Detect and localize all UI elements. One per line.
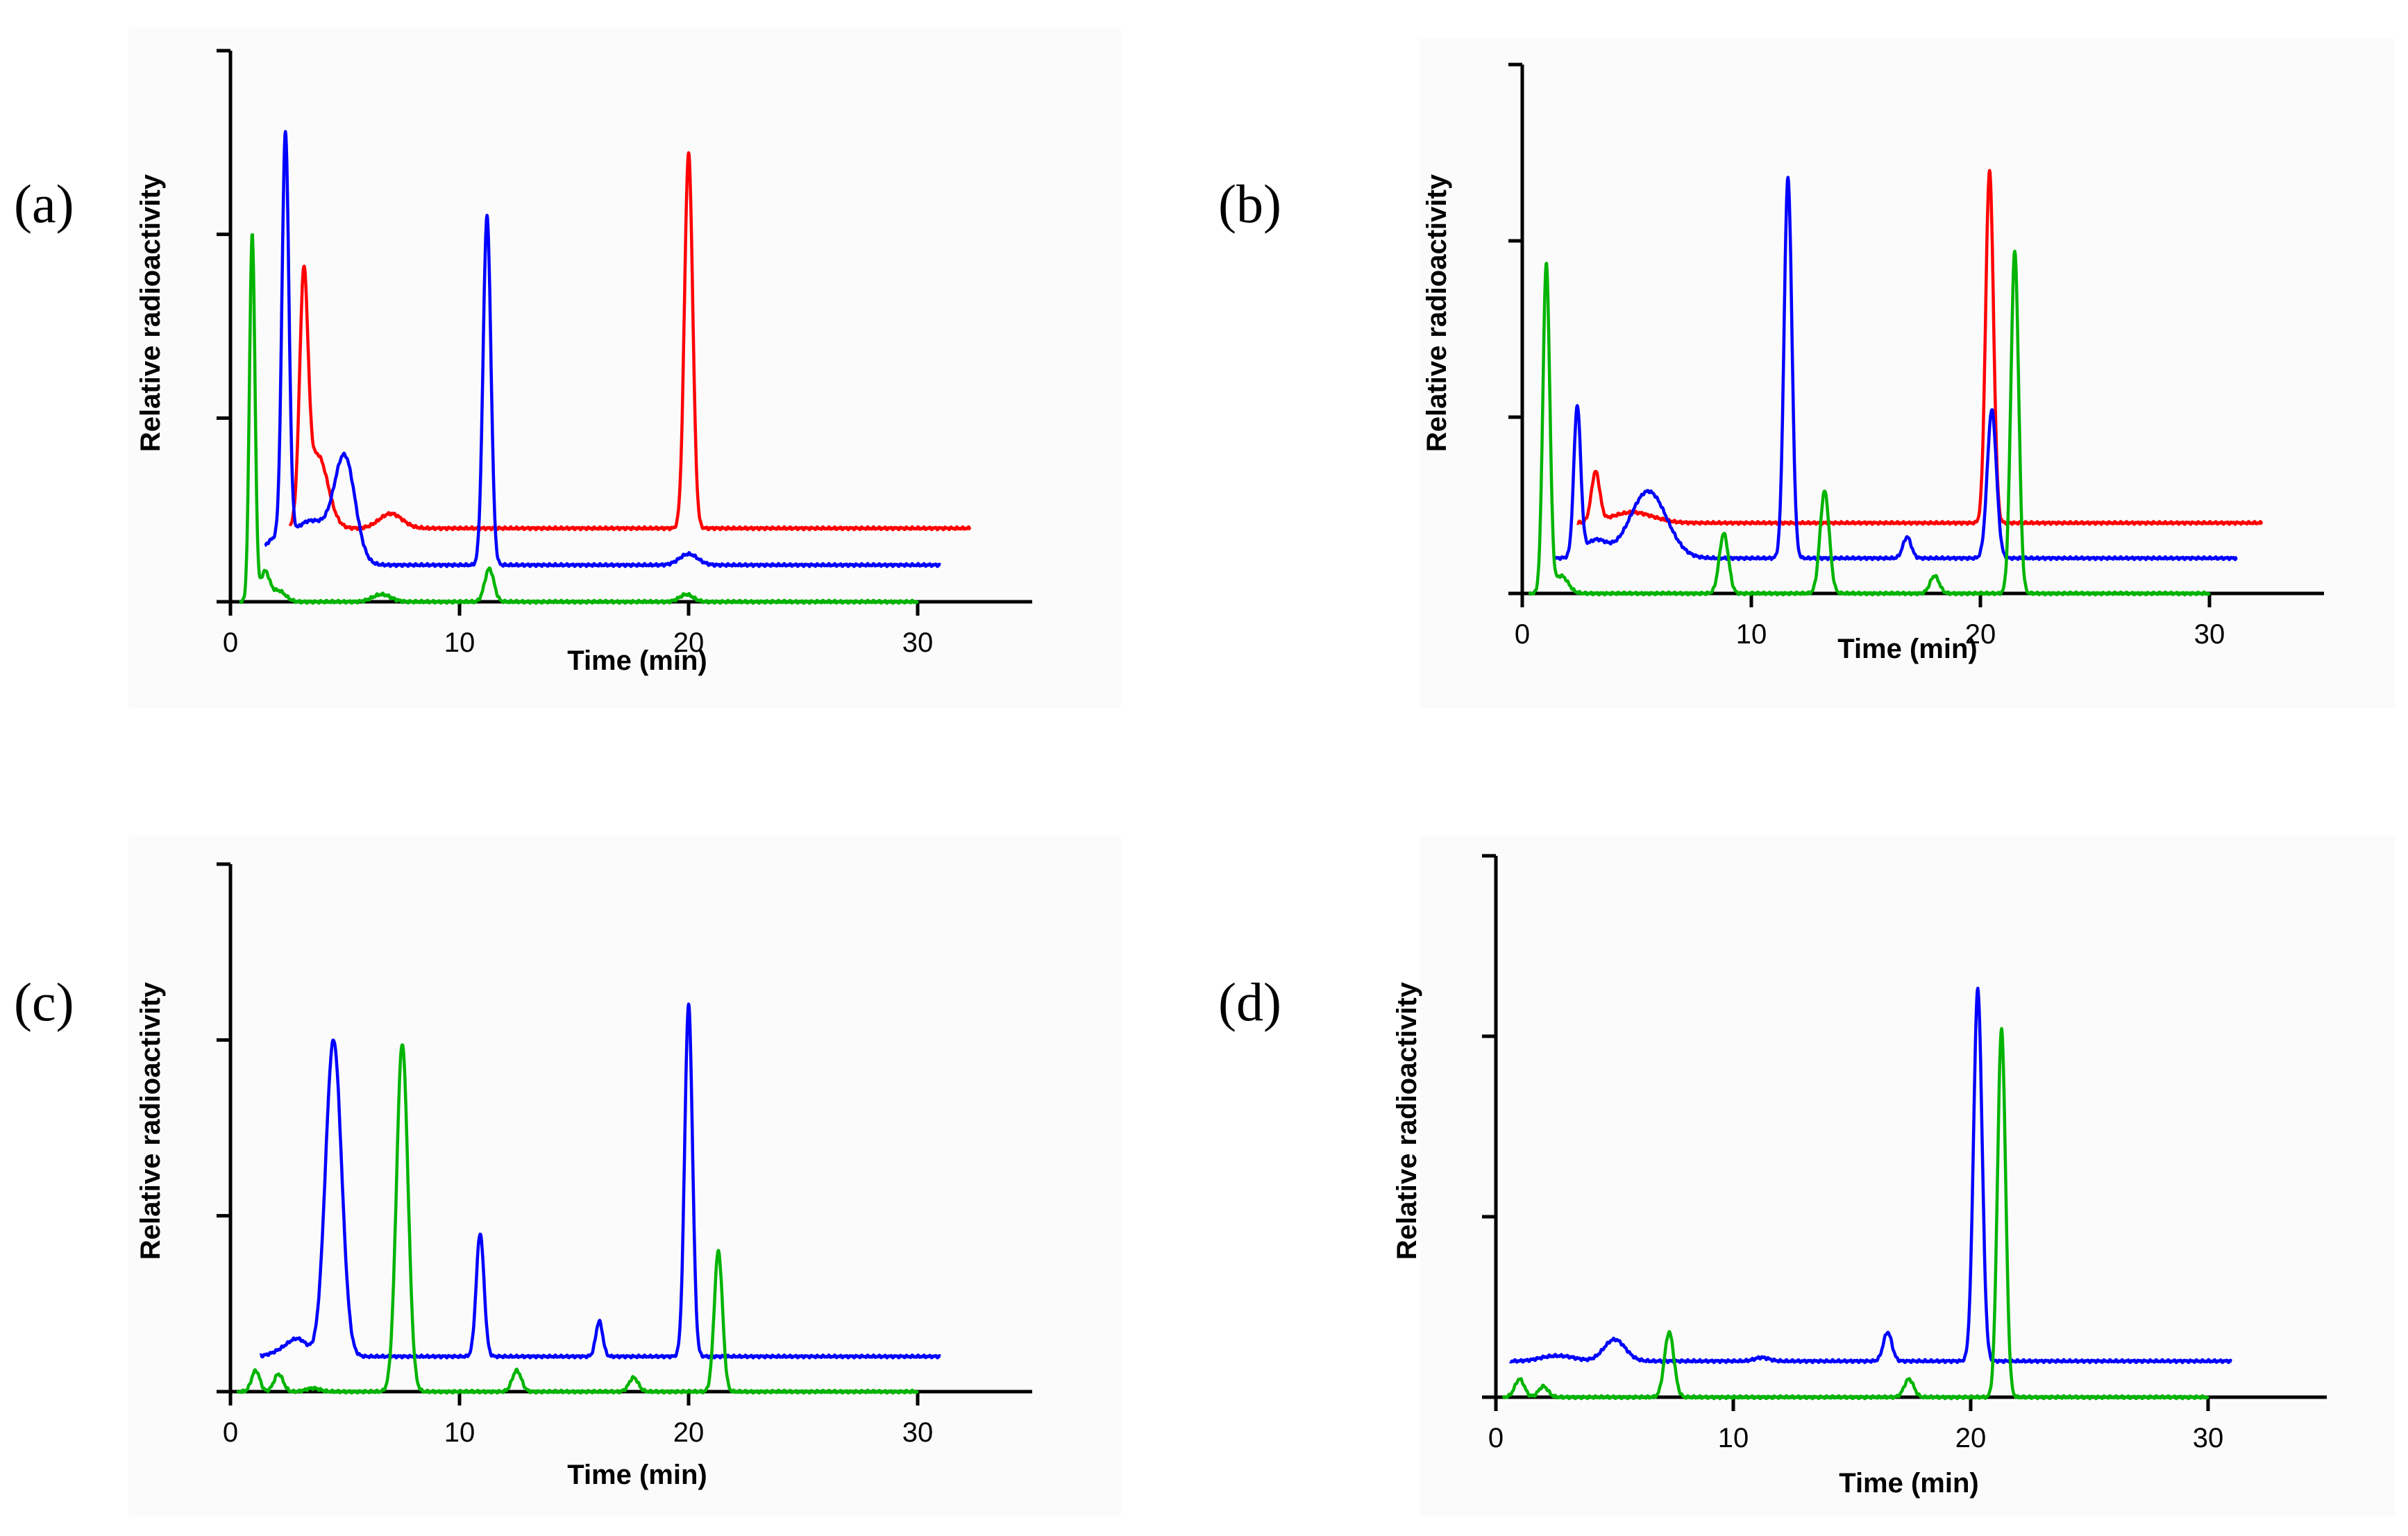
- x-tick-label: 30: [2193, 1423, 2224, 1453]
- panel-background: [1420, 836, 2395, 1517]
- x-tick-label: 10: [444, 627, 475, 658]
- x-tick-label: 20: [1955, 1423, 1987, 1453]
- series-green-trace: [238, 233, 920, 605]
- panel-label: (b): [1218, 174, 1281, 234]
- panel-label: (a): [14, 174, 74, 234]
- series-blue-trace: [259, 1002, 942, 1360]
- x-tick-label: 0: [1488, 1423, 1504, 1453]
- series-red-trace: [1576, 169, 2264, 526]
- x-tick-label: 0: [223, 627, 238, 658]
- series-blue-trace: [263, 130, 942, 568]
- panel-label: (d): [1218, 972, 1281, 1032]
- x-tick-label: 10: [1718, 1423, 1749, 1453]
- x-tick-label: 0: [223, 1417, 238, 1448]
- chart-panel-c: (c) 0 10 20 30 Time (min) Relative radioactivi…: [14, 836, 1121, 1517]
- x-tick-label: 10: [444, 1417, 475, 1448]
- x-tick-label: 20: [673, 627, 705, 658]
- series-green-trace: [1528, 249, 2211, 597]
- panel-background: [128, 28, 1121, 708]
- x-axis-label: Time (min): [567, 645, 707, 676]
- chart-panel-b: (b) 0 10 20 30 Time (min) Relative radioactivi…: [1218, 38, 2395, 708]
- panel-label: (c): [14, 972, 74, 1032]
- y-axis-label: Relative radioactivity: [135, 174, 166, 452]
- series-blue-trace: [1508, 986, 2233, 1365]
- x-tick-label: 20: [673, 1417, 705, 1448]
- series-blue-trace: [1553, 176, 2239, 562]
- series-green-trace: [236, 1043, 919, 1395]
- series-green-trace: [1501, 1027, 2209, 1401]
- x-tick-label: 30: [902, 627, 934, 658]
- y-axis-label: Relative radioactivity: [1392, 981, 1422, 1260]
- y-axis-label: Relative radioactivity: [1422, 174, 1452, 452]
- x-tick-label: 30: [902, 1417, 934, 1448]
- x-axis-label: Time (min): [1839, 1468, 1979, 1499]
- x-tick-label: 0: [1515, 619, 1530, 650]
- x-tick-label: 30: [2194, 619, 2225, 650]
- chart-panel-a: (a) 0 10 20 30 Time (min) Relative radioactivi…: [14, 28, 1121, 708]
- series-red-trace: [288, 151, 972, 532]
- panel-background: [128, 836, 1121, 1517]
- x-tick-label: 10: [1736, 619, 1767, 650]
- y-axis-label: Relative radioactivity: [135, 981, 166, 1260]
- panel-background: [1420, 38, 2395, 708]
- x-axis-label: Time (min): [567, 1460, 707, 1490]
- chart-panel-d: (d) 0 10 20 30 Time (min) Relative radioactivi…: [1218, 836, 2395, 1517]
- x-axis-label: Time (min): [1837, 634, 1978, 664]
- x-tick-label: 20: [1965, 619, 1996, 650]
